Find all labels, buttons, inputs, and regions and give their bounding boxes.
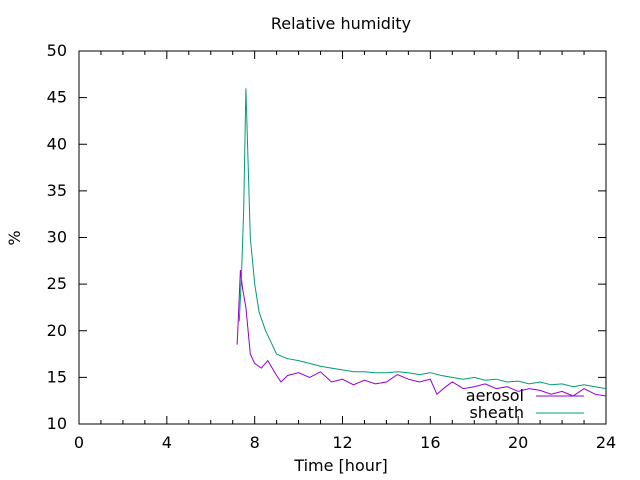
y-tick-label: 45 — [47, 88, 67, 107]
x-tick-label: 4 — [162, 433, 172, 452]
x-tick-label: 12 — [332, 433, 352, 452]
chart-title: Relative humidity — [271, 14, 411, 33]
legend-label-sheath: sheath — [469, 403, 524, 422]
legend-label-aerosol: aerosol — [466, 386, 524, 405]
y-tick-label: 25 — [47, 274, 67, 293]
y-tick-label: 30 — [47, 228, 67, 247]
y-tick-label: 10 — [47, 414, 67, 433]
x-axis-label: Time [hour] — [293, 456, 387, 475]
series-line-sheath — [238, 88, 607, 390]
y-axis-label: % — [5, 230, 24, 245]
series-group — [236, 88, 607, 397]
x-tick-label: 20 — [508, 433, 528, 452]
y-tick-label: 50 — [47, 41, 67, 60]
y-tick-label: 40 — [47, 134, 67, 153]
x-tick-label: 8 — [250, 433, 260, 452]
y-tick-label: 35 — [47, 181, 67, 200]
series-line-aerosol — [236, 270, 607, 397]
x-tick-label: 0 — [74, 433, 84, 452]
y-tick-label: 15 — [47, 367, 67, 386]
x-axis: 0 4 8 12 16 20 24 — [74, 51, 616, 452]
x-tick-label: 16 — [420, 433, 440, 452]
x-tick-label: 24 — [596, 433, 616, 452]
plot-frame — [78, 50, 607, 425]
y-tick-label: 20 — [47, 321, 67, 340]
y-axis: 10 15 20 25 30 35 40 45 50 — [47, 41, 606, 433]
